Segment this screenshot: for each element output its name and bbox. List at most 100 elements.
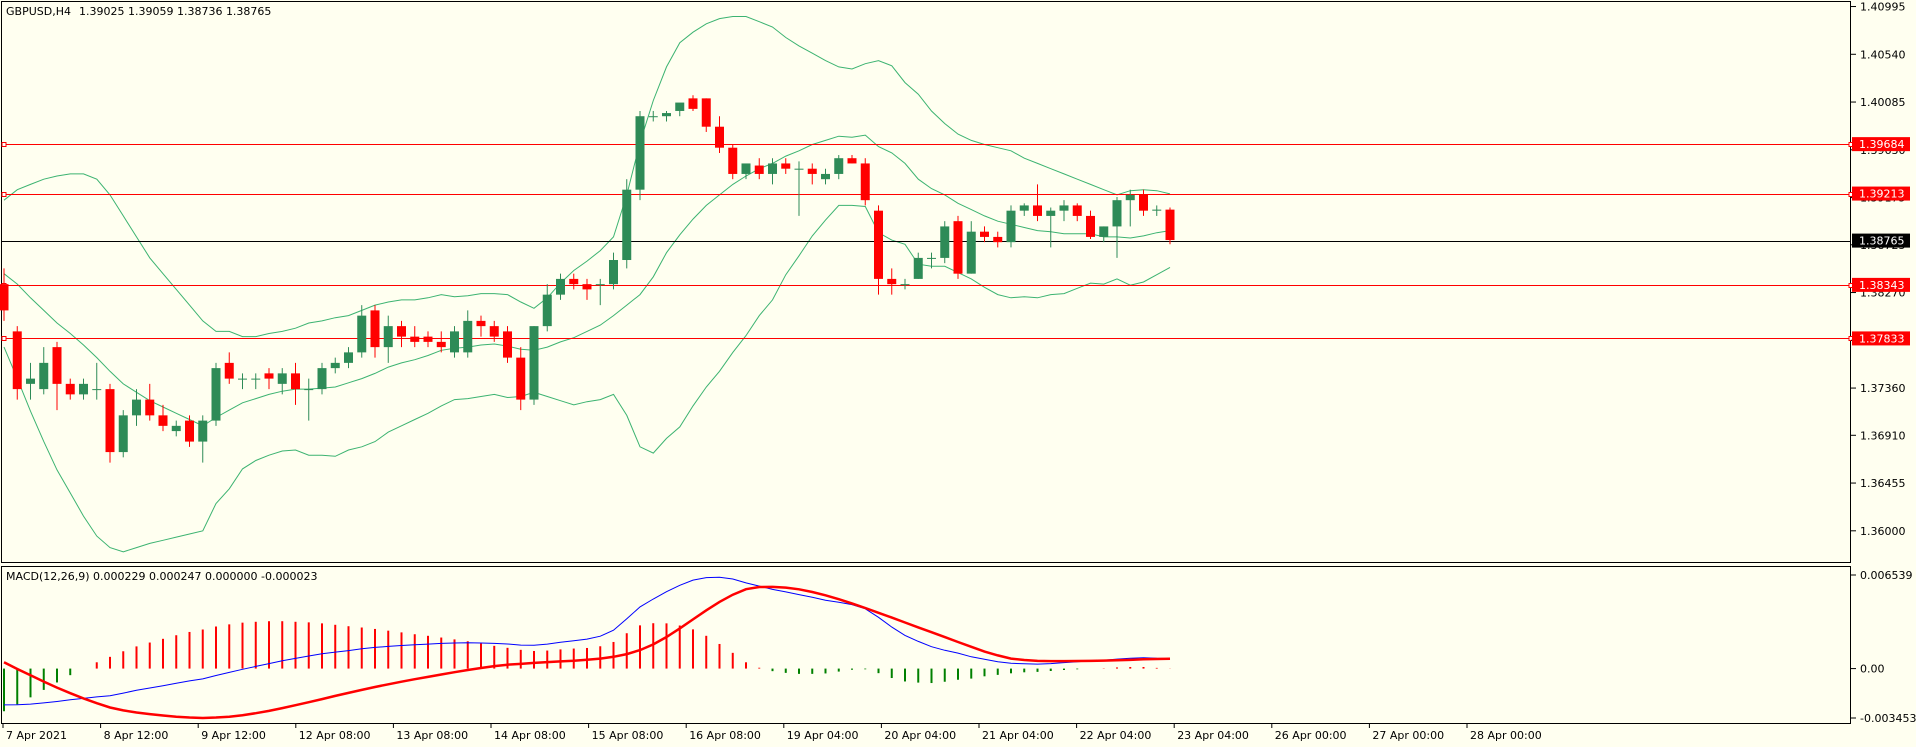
bear-candle [370, 305, 380, 358]
candle-body [436, 341, 446, 348]
candle-body [397, 326, 406, 337]
bear-candle [476, 315, 486, 337]
level-anchor-left[interactable] [1, 336, 7, 341]
candle-body [450, 331, 459, 353]
candle-body [476, 320, 486, 327]
bull-candle [1006, 205, 1016, 248]
candle-body [1125, 194, 1135, 201]
level-anchor-left[interactable] [1, 142, 7, 147]
bear-candle [728, 144, 738, 180]
bull-candle [768, 158, 777, 185]
bull-candle [304, 378, 314, 421]
time-axis: 7 Apr 2021 8 Apr 12:00 9 Apr 12:00 12 Apr 0… [2, 724, 1542, 742]
bear-candle [1072, 203, 1082, 222]
bear-candle [397, 320, 406, 348]
bear-candle [423, 331, 433, 348]
candle-body [834, 158, 844, 174]
bear-candle [436, 331, 446, 353]
bull-candle [1099, 226, 1109, 243]
bear-candle [185, 415, 194, 447]
candle-body [953, 221, 963, 274]
price-tick-label: 1.40085 [1860, 96, 1906, 109]
bear-candle [52, 341, 62, 411]
candle-body [662, 113, 671, 117]
bear-candle [65, 378, 75, 400]
candle-body [556, 278, 565, 295]
candle-body [145, 399, 155, 416]
candle-body [874, 210, 883, 279]
time-tick-label: 7 Apr 2021 [6, 729, 67, 742]
candle-body [1139, 194, 1148, 211]
candle-body [887, 278, 897, 285]
candle-body [410, 336, 420, 342]
price-tick-label: 1.37360 [1860, 382, 1906, 395]
time-tick-label: 13 Apr 08:00 [396, 729, 468, 742]
bear-candle [980, 226, 989, 243]
candle-body [370, 310, 380, 348]
bull-candle [330, 357, 340, 374]
candle-body [860, 163, 870, 201]
symbol-label: GBPUSD,H4 [6, 5, 71, 18]
bear-candle [688, 95, 698, 111]
candle-body [609, 260, 618, 285]
macd-tick-label: 0.006539 [1860, 569, 1913, 582]
candle-body [582, 284, 592, 290]
candle-body [1046, 210, 1056, 216]
candle-body [529, 326, 539, 400]
candle-body [768, 163, 777, 174]
price-tick-label: 1.40995 [1860, 1, 1906, 14]
candle-body [940, 226, 950, 258]
bull-candle [238, 373, 247, 390]
bear-candle [1165, 207, 1175, 245]
candle-body [715, 126, 724, 148]
bull-candle [675, 102, 685, 117]
candle-body [291, 373, 300, 390]
bear-candle [0, 268, 9, 321]
candle-body [847, 158, 857, 164]
candle-body [807, 168, 817, 174]
candle-body [383, 326, 393, 348]
bull-candle [277, 368, 287, 395]
bull-candle [609, 252, 618, 290]
bull-candle [1152, 205, 1162, 216]
bull-candle [900, 278, 910, 290]
candle-body [741, 163, 751, 174]
candle-body [1152, 209, 1162, 211]
candle-body [927, 257, 936, 259]
bear-candle [847, 155, 857, 164]
bear-candle [264, 368, 274, 390]
bull-candle [26, 362, 35, 400]
candle-body [463, 320, 473, 353]
level-anchor-left[interactable] [1, 192, 7, 197]
candle-body [701, 98, 711, 127]
bull-candle [595, 278, 605, 306]
candle-body [1072, 205, 1082, 216]
candle-body [1019, 205, 1029, 211]
candle-body [635, 116, 645, 190]
bear-candle [582, 278, 592, 300]
candle-body [1033, 205, 1042, 216]
bull-candle [1059, 200, 1069, 222]
candle-body [198, 420, 208, 442]
bull-candle [198, 415, 208, 463]
candle-body [503, 331, 512, 358]
chart-header: GBPUSD,H4 1.39025 1.39059 1.38736 1.38765 [6, 5, 271, 18]
candle-body [211, 368, 221, 421]
bull-candle [463, 310, 473, 358]
bear-candle [993, 231, 1003, 248]
time-tick-label: 21 Apr 04:00 [982, 729, 1054, 742]
candle-body [330, 362, 340, 369]
bull-candle [966, 221, 976, 274]
bull-candle [211, 362, 221, 426]
candle-body [132, 399, 141, 416]
time-tick-label: 20 Apr 04:00 [884, 729, 956, 742]
macd-line [3, 576, 1171, 706]
candle-body [754, 165, 764, 174]
signal-line [3, 585, 1171, 720]
level-price-label: 1.39684 [1859, 138, 1905, 151]
bull-candle [821, 168, 830, 185]
bull-candle [92, 362, 102, 400]
bollinger-upper-line [3, 16, 1171, 338]
